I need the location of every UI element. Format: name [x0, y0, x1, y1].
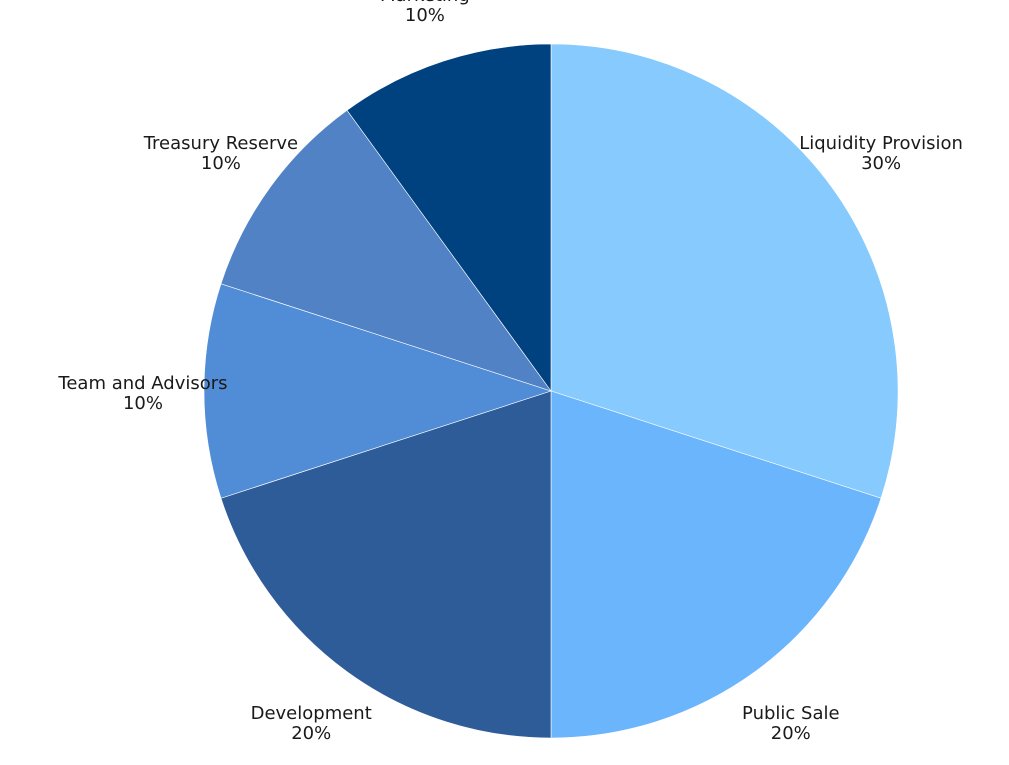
- slice-label-liquidity-provision: Liquidity Provision: [799, 133, 963, 154]
- slice-label-treasury-reserve: Treasury Reserve: [143, 133, 298, 154]
- slice-value-public-sale: 20%: [771, 723, 811, 744]
- slice-label-team-and-advisors: Team and Advisors: [57, 373, 227, 394]
- pie-slice-team-and-advisors: [203, 283, 552, 499]
- pie-slice-development: [220, 390, 552, 739]
- pie-slice-treasury-reserve: [220, 109, 552, 392]
- slice-value-team-and-advisors: 10%: [123, 393, 163, 414]
- slice-value-development: 20%: [291, 723, 331, 744]
- slice-value-marketing: 10%: [405, 5, 445, 26]
- pie-slice-liquidity-provision: [550, 43, 899, 499]
- pie-slice-public-sale: [550, 390, 882, 739]
- pie-slice-marketing: [346, 43, 552, 392]
- slice-label-marketing: Marketing: [380, 0, 470, 6]
- slice-label-development: Development: [251, 703, 372, 724]
- slice-label-public-sale: Public Sale: [742, 703, 840, 724]
- slice-value-liquidity-provision: 30%: [861, 153, 901, 174]
- slice-value-treasury-reserve: 10%: [201, 153, 241, 174]
- slices-layer: [203, 43, 899, 739]
